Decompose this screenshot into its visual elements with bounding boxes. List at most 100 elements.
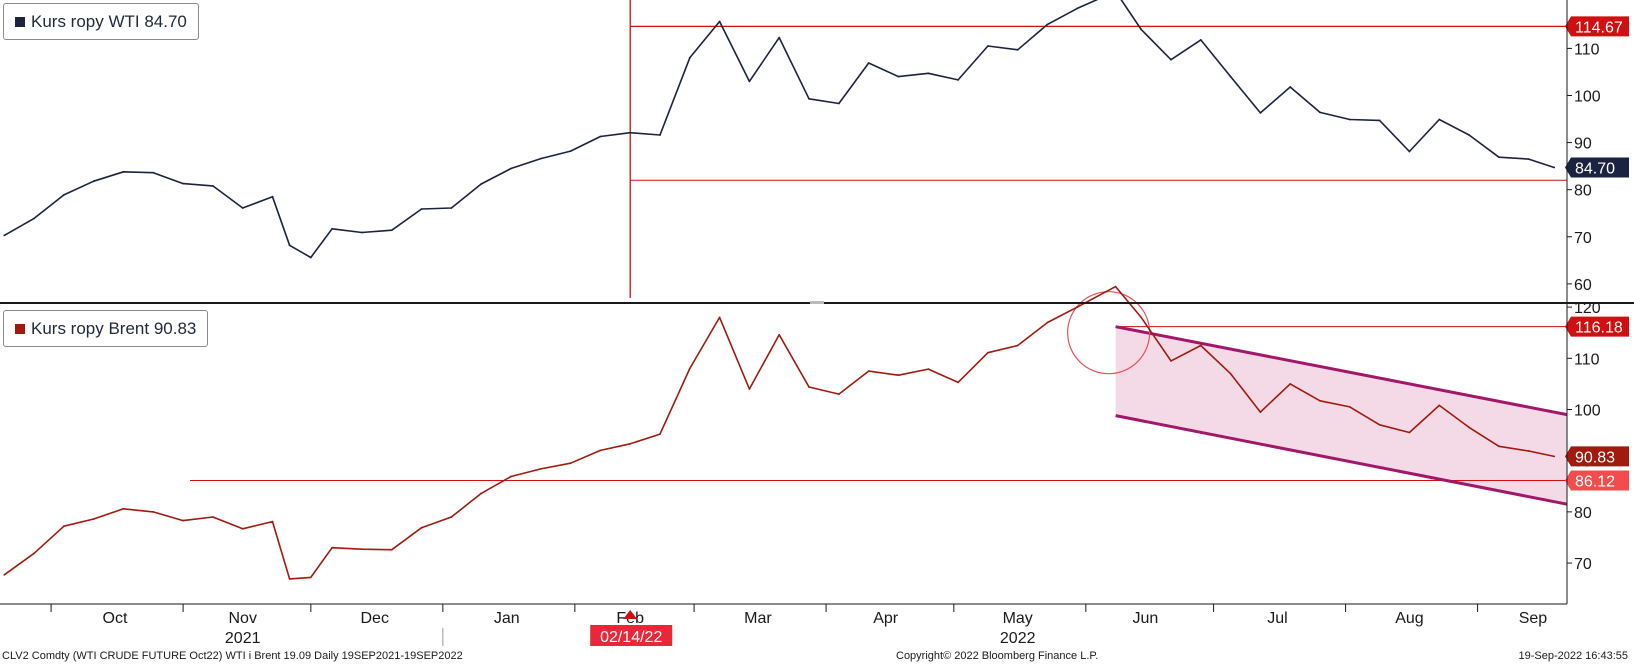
wti-legend[interactable]: Kurs ropy WTI 84.70 xyxy=(3,3,199,40)
brent-line-point xyxy=(1378,423,1381,426)
x-axis: OctNovDecJanFebMarAprMayJunJulAugSep2021… xyxy=(50,604,1547,647)
brent-line xyxy=(3,285,1555,580)
brent-line-point xyxy=(1468,426,1470,429)
brent-line-point xyxy=(599,449,602,452)
peak-highlight-circle xyxy=(1067,291,1151,375)
wti-line-point xyxy=(718,20,721,23)
wti-line-point xyxy=(659,134,661,136)
wti-line-point xyxy=(1199,39,1202,41)
wti-line-point xyxy=(748,80,751,83)
wti-line-point xyxy=(1468,134,1470,136)
wti-line-point xyxy=(867,62,870,64)
wti-line-point xyxy=(1438,118,1441,121)
wti-line-point xyxy=(3,234,6,237)
brent-line-point xyxy=(1140,316,1143,319)
brent-line-point xyxy=(92,518,95,520)
brent-line-point xyxy=(659,433,661,435)
wti-line-point xyxy=(288,244,291,247)
wti-resistance-label: 114.67 xyxy=(1575,19,1623,36)
brent-line-point xyxy=(629,442,632,445)
wti-line-point xyxy=(510,167,512,170)
brent-line-point xyxy=(288,578,291,580)
brent-line-point xyxy=(1259,411,1262,413)
trend-channel-fill xyxy=(1115,326,1567,505)
wti-line-point xyxy=(331,227,333,230)
month-label-5: Mar xyxy=(744,610,772,627)
month-label-7: May xyxy=(1003,610,1033,627)
event-date-bg xyxy=(590,625,673,646)
wti-line-point xyxy=(1527,158,1530,161)
brent-line-point xyxy=(1114,285,1117,288)
wti-line-point xyxy=(808,97,810,100)
brent-line-point xyxy=(688,367,691,370)
brent-line-point xyxy=(241,527,244,530)
wti-line-point xyxy=(33,217,35,220)
wti-line-point xyxy=(599,135,602,138)
month-label-9: Jul xyxy=(1267,610,1287,627)
wti-line-point xyxy=(1229,75,1232,78)
brent-ytick-label-3: 100 xyxy=(1574,402,1601,419)
brent-line-point xyxy=(33,552,35,555)
wti-line-point xyxy=(122,170,125,173)
brent-support-label-bg xyxy=(1565,470,1629,491)
wti-line-point xyxy=(212,185,214,187)
year-label-0: 2021 xyxy=(225,630,261,647)
brent-line-point xyxy=(1553,455,1556,458)
wti-line-point xyxy=(1498,156,1500,159)
event-date-label: 02/14/22 xyxy=(600,629,662,646)
brent-line-point xyxy=(1498,445,1500,448)
wti-line-point xyxy=(1016,48,1019,51)
wti-resistance-label-bg xyxy=(1565,16,1629,37)
wti-line-point xyxy=(63,194,65,196)
brent-line-point xyxy=(897,374,900,377)
brent-peak-label-bg xyxy=(1565,316,1629,337)
wti-ytick-label-0: 60 xyxy=(1574,277,1592,294)
brent-line-point xyxy=(331,546,333,549)
wti-line-point xyxy=(1259,112,1262,114)
channel-upper-line xyxy=(1115,325,1568,417)
brent-line-point xyxy=(420,526,423,529)
brent-legend-swatch xyxy=(15,323,25,334)
wti-line-point xyxy=(539,157,542,160)
wti-line-point xyxy=(778,36,781,39)
brent-line-point xyxy=(927,368,930,370)
wti-line-point xyxy=(1348,118,1351,121)
brent-last-value-label-bg xyxy=(1565,446,1629,467)
wti-line-point xyxy=(1378,119,1381,122)
brent-ytick-label-1: 80 xyxy=(1574,505,1592,522)
brent-line-point xyxy=(152,511,155,513)
wti-line-point xyxy=(688,56,691,59)
brent-line-point xyxy=(212,516,214,518)
brent-line-point xyxy=(1438,404,1441,407)
event-date-marker xyxy=(623,610,638,619)
wti-line-point xyxy=(390,229,393,232)
brent-line-point xyxy=(569,462,572,465)
wti-line-point xyxy=(480,183,483,185)
brent-line-point xyxy=(63,525,65,528)
wti-line-point xyxy=(309,256,312,259)
wti-line-point xyxy=(1046,23,1049,26)
wti-line-point xyxy=(1289,86,1292,88)
month-label-10: Aug xyxy=(1395,610,1423,627)
wti-last-value-label: 84.70 xyxy=(1575,161,1615,178)
brent-line-point xyxy=(539,468,542,470)
brent-line-point xyxy=(480,492,483,495)
wti-line-point xyxy=(271,195,274,198)
wti-last-value-label-bg xyxy=(1565,157,1629,178)
brent-legend[interactable]: Kurs ropy Brent 90.83 xyxy=(3,310,209,347)
wti-line-point xyxy=(1170,58,1172,61)
brent-peak-label: 116.18 xyxy=(1575,320,1623,337)
wti-line-point xyxy=(1076,7,1079,10)
divider-handle xyxy=(810,301,824,304)
brent-line-point xyxy=(1348,406,1351,408)
wti-line-point xyxy=(1140,28,1143,31)
brent-ytick-label-4: 110 xyxy=(1574,351,1600,368)
brent-line-point xyxy=(838,393,840,395)
wti-line-point xyxy=(1408,150,1411,153)
wti-line-point xyxy=(420,208,423,210)
brent-line-point xyxy=(1319,399,1321,402)
month-label-6: Apr xyxy=(873,610,899,627)
wti-legend-label: Kurs ropy WTI 84.70 xyxy=(31,11,187,31)
brent-line-point xyxy=(390,548,393,551)
